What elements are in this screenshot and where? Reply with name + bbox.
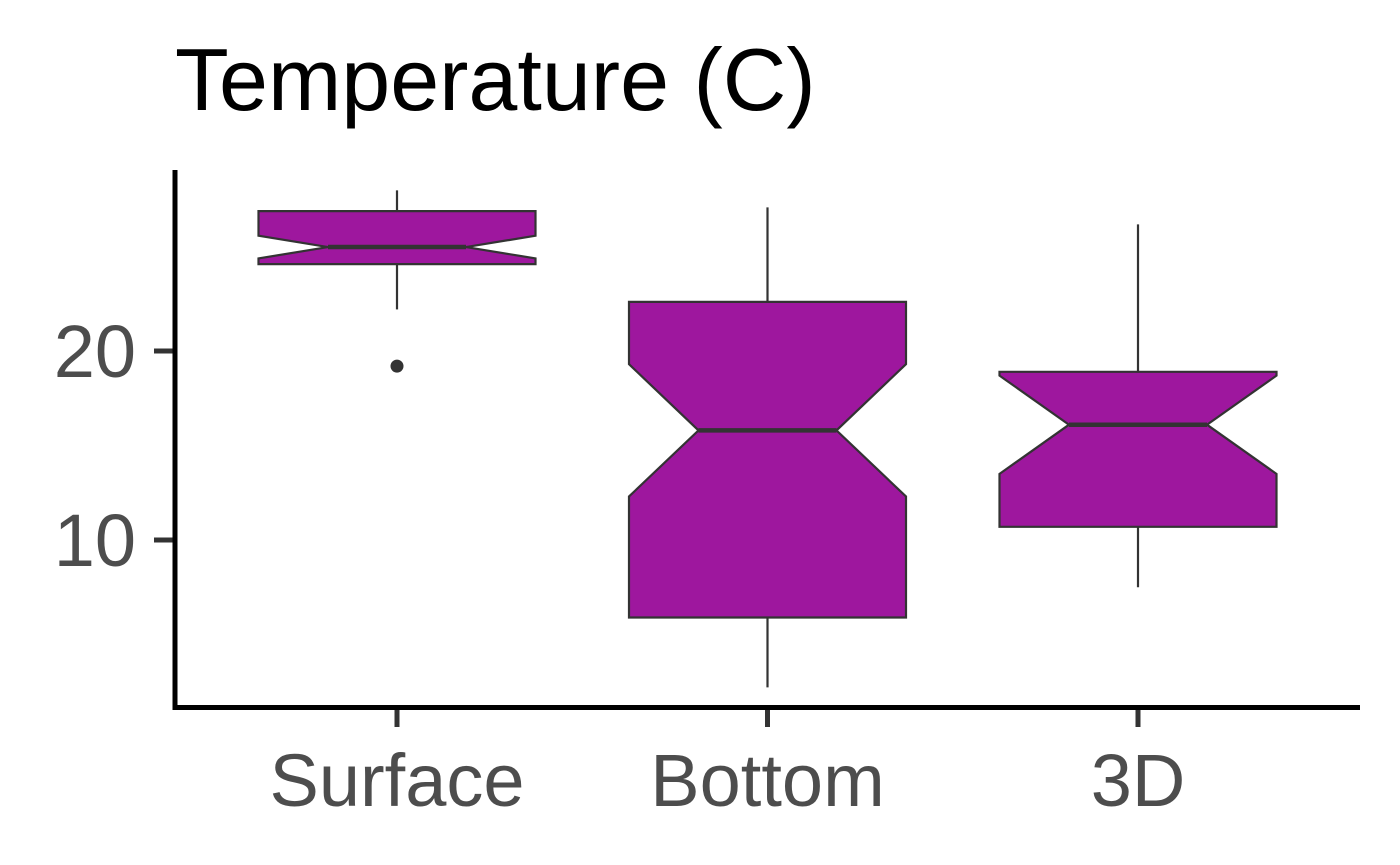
y-tick-label: 10: [54, 499, 136, 582]
y-tick-label: 20: [54, 310, 136, 393]
box-group-3d: [998, 224, 1278, 588]
plot-area: [257, 190, 1278, 688]
notched-box: [998, 370, 1278, 528]
chart-title: Temperature (C): [175, 30, 816, 129]
x-tick-label: 3D: [1091, 739, 1186, 822]
box-group-surface: [257, 190, 537, 373]
notched-box: [257, 210, 537, 266]
x-tick-label: Surface: [269, 739, 524, 822]
box-group-bottom: [627, 207, 908, 688]
outlier-point: [390, 359, 404, 373]
axes: Surface Bottom 3D 10 20: [54, 310, 1186, 822]
x-tick-label: Bottom: [650, 739, 884, 822]
notched-box: [627, 300, 908, 619]
